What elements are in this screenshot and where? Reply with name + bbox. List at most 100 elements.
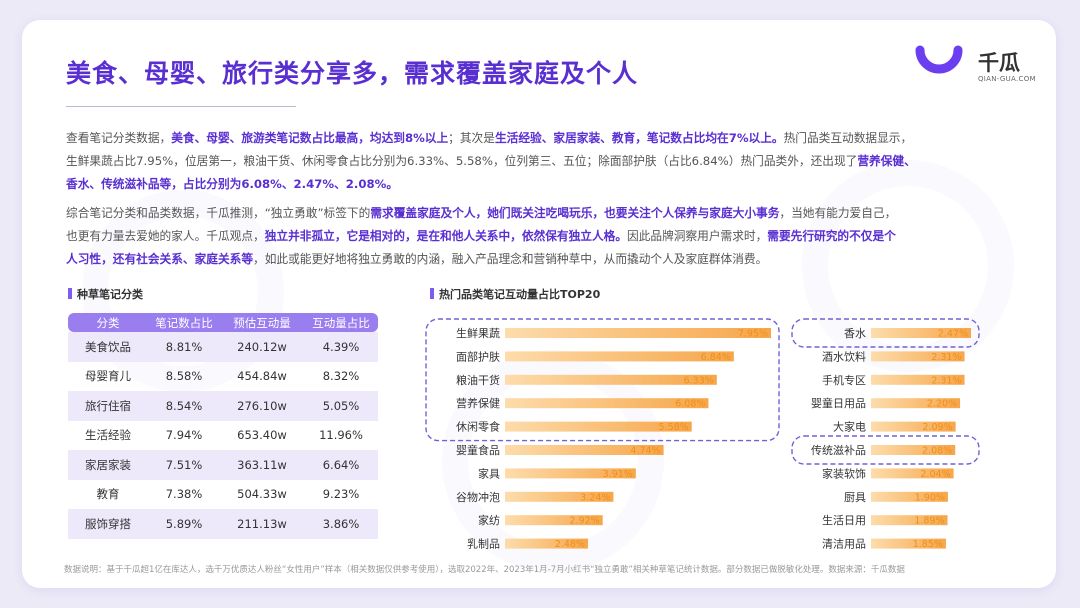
highlight-box [425, 318, 780, 442]
bar [871, 398, 961, 409]
body-text: ，如此或能更好地将独立勇敢的内涵，融入产品理念和营销种草中，从而撬动个人及家庭群… [253, 252, 768, 266]
category-label: 乳制品 [467, 538, 500, 551]
category-label: 香水 [844, 327, 866, 340]
table-row: 生活经验 7.94% 653.40w 11.96% [68, 421, 378, 451]
category-label: 生鲜果蔬 [456, 326, 500, 340]
bar [505, 374, 717, 385]
highlight-text: 人习性，还有社会关系、家庭关系等 [66, 252, 254, 266]
value-label: 3.91% [603, 469, 633, 480]
chart-section-title: 热门品类笔记互动量占比TOP20 [430, 286, 600, 302]
category-cell: 生活经验 [85, 428, 131, 443]
bar [505, 328, 771, 338]
highlight-text: 生活经验、家居家装、教育，笔记数占比均在7%以上。 [494, 131, 784, 145]
data-footnote: 数据说明：基于千瓜超1亿在库达人，选千万优质达人粉丝“女性用户”样本（相关数据仅… [64, 565, 905, 575]
bar [505, 468, 636, 479]
bar [505, 421, 692, 432]
value-label: 2.92% [570, 516, 600, 527]
category-label: 生活日用 [822, 513, 866, 527]
bar [871, 468, 954, 479]
category-label: 家装软饰 [822, 466, 866, 480]
category-label: 营养保健 [456, 396, 500, 410]
bar [871, 538, 946, 549]
value-label: 2.20% [927, 399, 957, 410]
value-label: 2.31% [931, 375, 961, 386]
body-text: 综合笔记分类和品类数据，千瓜推测，“独立勇敢”标签下的 [66, 206, 371, 220]
est-interaction-cell: 504.33w [237, 487, 287, 502]
highlight-text: 需要先行研究的不仅是个 [767, 229, 896, 243]
interaction-share-cell: 6.64% [304, 450, 378, 480]
category-label: 手机专区 [822, 373, 866, 387]
body-text: 查看笔记分类数据， [66, 131, 172, 145]
highlight-box [791, 435, 980, 465]
summary-paragraph-1: 查看笔记分类数据，美食、母婴、旅游类笔记数占比最高，均达到8%以上；其次是生活经… [66, 127, 1026, 196]
bar [505, 351, 734, 362]
bar [871, 491, 948, 502]
value-label: 4.74% [630, 446, 660, 457]
interaction-share-cell: 4.39% [304, 332, 378, 362]
summary-paragraph-2: 综合笔记分类和品类数据，千瓜推测，“独立勇敢”标签下的需求覆盖家庭及个人，她们既… [66, 202, 1026, 271]
note-share-cell: 8.54% [148, 391, 220, 421]
note-share-cell: 8.58% [165, 369, 203, 384]
note-share-cell: 7.94% [165, 428, 203, 443]
table-row: 家居家装 7.51% 363.11w 6.64% [68, 450, 378, 480]
bar [505, 538, 588, 549]
category-label: 传统滋补品 [811, 444, 866, 457]
bar [505, 515, 603, 526]
table-row: 旅行住宿 8.54% 276.10w 5.05% [68, 391, 378, 421]
category-cell: 服饰穿搭 [68, 509, 148, 539]
bar [871, 421, 956, 432]
value-label: 6.33% [684, 375, 714, 386]
bar [505, 398, 709, 409]
category-label: 酒水饮料 [822, 349, 866, 363]
value-label: 2.48% [555, 539, 585, 550]
category-label: 婴童日用品 [811, 396, 866, 410]
bar [505, 445, 664, 455]
table-section-title: 种草笔记分类 [68, 286, 143, 302]
value-label: 2.04% [920, 469, 950, 480]
title-underline [66, 106, 296, 107]
note-share-cell: 7.51% [148, 450, 220, 480]
value-label: 2.08% [922, 446, 952, 457]
highlight-text: 需求覆盖家庭及个人，她们既关注吃喝玩乐，也要关注个人保养与家庭大小事务 [370, 206, 780, 220]
highlight-box [791, 318, 980, 348]
interaction-share-cell: 9.23% [322, 487, 360, 502]
category-label: 粮油干货 [456, 373, 500, 387]
value-label: 2.31% [931, 352, 961, 363]
value-label: 5.58% [659, 422, 689, 433]
highlight-text: 营养保健、 [857, 154, 916, 168]
highlight-text: 独立并非孤立，它是相对的，是在和他人关系中，依然保有独立人格。 [264, 229, 628, 243]
est-interaction-cell: 653.40w [237, 428, 287, 443]
category-label: 婴童食品 [456, 443, 500, 457]
value-label: 1.90% [915, 492, 945, 503]
table-header-row: 分类 笔记数占比 预估互动量 互动量占比 [68, 313, 378, 332]
category-cell: 教育 [96, 487, 120, 502]
value-label: 6.84% [701, 352, 731, 363]
body-text: 因此品牌洞察用户需求时， [627, 229, 768, 243]
bar [505, 491, 614, 502]
note-share-cell: 8.81% [148, 332, 220, 362]
body-text: ，当她有能力爱自己， [779, 206, 897, 220]
est-interaction-cell: 363.11w [220, 450, 304, 480]
category-cell: 母婴育儿 [85, 369, 131, 384]
category-label: 厨具 [844, 491, 866, 504]
note-share-cell: 5.89% [148, 509, 220, 539]
table-row: 服饰穿搭 5.89% 211.13w 3.86% [68, 509, 378, 539]
bar [871, 445, 956, 455]
bar [871, 328, 971, 338]
value-label: 1.89% [914, 516, 944, 527]
table-header-est-interaction: 预估互动量 [220, 313, 304, 332]
table-row: 母婴育儿 8.58% 454.84w 8.32% [68, 362, 378, 392]
highlight-text: 美食、母婴、旅游类笔记数占比最高，均达到8%以上 [171, 131, 449, 145]
table-header-category: 分类 [68, 313, 148, 332]
est-interaction-cell: 454.84w [237, 369, 287, 384]
value-label: 2.09% [922, 422, 952, 433]
category-cell: 家居家装 [68, 450, 148, 480]
body-text: 生鲜果蔬占比7.95%，位居第一，粮油干货、休闲零食占比分别为6.33%、5.5… [66, 154, 858, 168]
category-label: 家纺 [478, 513, 500, 527]
category-cell: 美食饮品 [68, 332, 148, 362]
value-label: 2.47% [938, 329, 968, 340]
interaction-share-cell: 3.86% [304, 509, 378, 539]
category-label: 休闲零食 [456, 420, 500, 434]
highlight-text: 香水、传统滋补品等，占比分别为6.08%、2.47%、2.08%。 [66, 177, 399, 191]
